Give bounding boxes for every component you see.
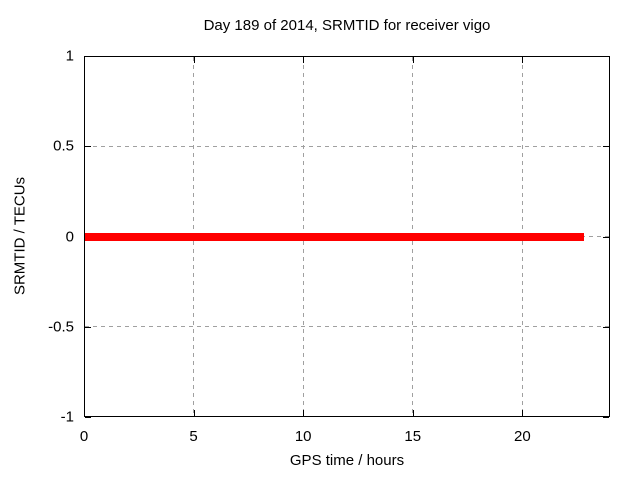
y-tick-label: -1 bbox=[60, 408, 74, 426]
x-tick-label: 15 bbox=[404, 428, 422, 445]
x-tick-mark bbox=[303, 410, 305, 416]
y-tick-mark bbox=[603, 56, 609, 57]
x-tick-label: 20 bbox=[513, 428, 531, 445]
x-axis-title: GPS time / hours bbox=[289, 452, 405, 469]
x-tick-mark bbox=[303, 57, 305, 63]
x-tick-mark bbox=[412, 57, 414, 63]
x-tick-mark bbox=[412, 410, 414, 416]
y-tick-mark bbox=[603, 417, 609, 418]
chart-title: Day 189 of 2014, SRMTID for receiver vig… bbox=[203, 17, 491, 34]
x-tick-mark bbox=[522, 57, 524, 63]
y-tick-mark bbox=[85, 417, 91, 418]
x-tick-label: 10 bbox=[294, 428, 312, 445]
x-tick-label: 5 bbox=[189, 428, 198, 445]
x-tick-mark bbox=[84, 57, 85, 63]
x-tick-mark bbox=[193, 57, 195, 63]
x-tick-mark bbox=[84, 410, 85, 416]
x-tick-label: 0 bbox=[79, 428, 89, 445]
y-tick-label: -0.5 bbox=[48, 318, 74, 336]
y-gridline bbox=[85, 326, 609, 328]
y-gridline bbox=[85, 145, 609, 147]
x-tick-mark bbox=[193, 410, 195, 416]
y-tick-mark bbox=[85, 146, 91, 148]
y-tick-mark bbox=[603, 146, 609, 148]
y-tick-label: 0.5 bbox=[53, 137, 74, 155]
y-tick-mark bbox=[85, 326, 91, 328]
y-tick-mark bbox=[85, 56, 91, 57]
y-tick-label: 0 bbox=[65, 228, 74, 245]
data-series-srmtid bbox=[84, 232, 584, 241]
y-tick-label: 1 bbox=[65, 47, 74, 65]
y-tick-mark bbox=[603, 326, 609, 328]
x-tick-mark bbox=[522, 410, 524, 416]
y-tick-mark bbox=[603, 236, 609, 238]
